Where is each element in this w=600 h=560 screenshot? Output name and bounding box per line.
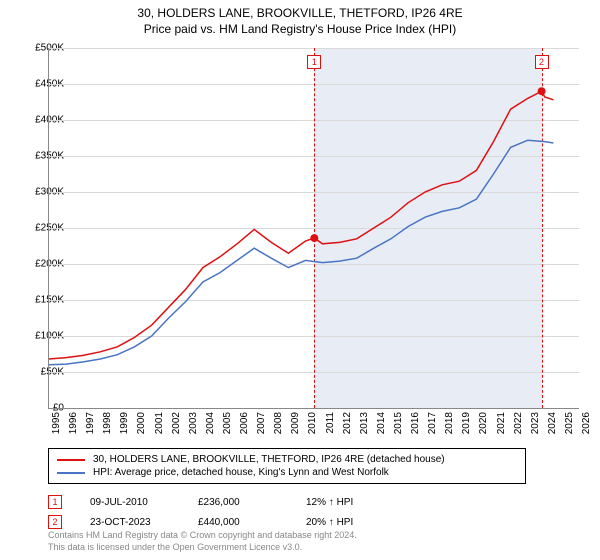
footer-line2: This data is licensed under the Open Gov… xyxy=(48,542,357,554)
x-tick-label: 2024 xyxy=(547,412,558,434)
x-tick-label: 2001 xyxy=(154,412,165,434)
x-tick-label: 2022 xyxy=(513,412,524,434)
x-tick-label: 2025 xyxy=(564,412,575,434)
event-marker-box: 2 xyxy=(535,55,549,69)
chart-title: 30, HOLDERS LANE, BROOKVILLE, THETFORD, … xyxy=(0,6,600,20)
line-series xyxy=(49,48,579,408)
x-tick-label: 2019 xyxy=(461,412,472,434)
event-date: 23-OCT-2023 xyxy=(90,517,170,528)
legend-swatch xyxy=(57,459,85,461)
event-marker-inline: 1 xyxy=(48,495,62,509)
series-hpi xyxy=(49,140,553,365)
chart-subtitle: Price paid vs. HM Land Registry's House … xyxy=(0,22,600,36)
x-tick-label: 2009 xyxy=(290,412,301,434)
x-tick-label: 2003 xyxy=(188,412,199,434)
legend-item: 30, HOLDERS LANE, BROOKVILLE, THETFORD, … xyxy=(57,453,517,466)
event-pct: 12% ↑ HPI xyxy=(306,497,386,508)
event-marker-inline: 2 xyxy=(48,515,62,529)
x-tick-label: 2010 xyxy=(307,412,318,434)
x-tick-label: 2016 xyxy=(410,412,421,434)
legend-label: HPI: Average price, detached house, King… xyxy=(93,467,389,478)
x-tick-label: 2012 xyxy=(342,412,353,434)
event-price: £440,000 xyxy=(198,517,278,528)
x-tick-label: 1996 xyxy=(68,412,79,434)
x-tick-label: 2020 xyxy=(478,412,489,434)
event-row: 2 23-OCT-2023 £440,000 20% ↑ HPI xyxy=(48,512,568,532)
event-pct: 20% ↑ HPI xyxy=(306,517,386,528)
event-dot xyxy=(538,87,546,95)
footer-attribution: Contains HM Land Registry data © Crown c… xyxy=(48,530,357,553)
x-tick-label: 2015 xyxy=(393,412,404,434)
legend-label: 30, HOLDERS LANE, BROOKVILLE, THETFORD, … xyxy=(93,454,445,465)
event-row: 1 09-JUL-2010 £236,000 12% ↑ HPI xyxy=(48,492,568,512)
x-tick-label: 1995 xyxy=(51,412,62,434)
x-tick-label: 2002 xyxy=(171,412,182,434)
x-tick-label: 2008 xyxy=(273,412,284,434)
x-tick-label: 2021 xyxy=(496,412,507,434)
x-tick-label: 2000 xyxy=(136,412,147,434)
x-tick-label: 2006 xyxy=(239,412,250,434)
legend: 30, HOLDERS LANE, BROOKVILLE, THETFORD, … xyxy=(48,448,526,484)
title-block: 30, HOLDERS LANE, BROOKVILLE, THETFORD, … xyxy=(0,0,600,36)
series-price_paid xyxy=(49,91,553,359)
x-tick-label: 2011 xyxy=(325,412,336,434)
x-tick-label: 2004 xyxy=(205,412,216,434)
plot-area: 12 xyxy=(48,48,579,409)
x-tick-label: 1997 xyxy=(85,412,96,434)
chart-container: 30, HOLDERS LANE, BROOKVILLE, THETFORD, … xyxy=(0,0,600,560)
event-date: 09-JUL-2010 xyxy=(90,497,170,508)
x-tick-label: 2014 xyxy=(376,412,387,434)
x-tick-label: 2023 xyxy=(530,412,541,434)
event-dot xyxy=(310,234,318,242)
x-tick-label: 2018 xyxy=(444,412,455,434)
events-table: 1 09-JUL-2010 £236,000 12% ↑ HPI 2 23-OCT-202… xyxy=(48,492,568,532)
event-price: £236,000 xyxy=(198,497,278,508)
x-tick-label: 2007 xyxy=(256,412,267,434)
x-tick-label: 2026 xyxy=(581,412,592,434)
x-tick-label: 2013 xyxy=(359,412,370,434)
legend-swatch xyxy=(57,472,85,474)
x-tick-label: 2005 xyxy=(222,412,233,434)
x-tick-label: 1999 xyxy=(119,412,130,434)
event-marker-box: 1 xyxy=(307,55,321,69)
legend-item: HPI: Average price, detached house, King… xyxy=(57,466,517,479)
x-tick-label: 1998 xyxy=(102,412,113,434)
x-tick-label: 2017 xyxy=(427,412,438,434)
footer-line1: Contains HM Land Registry data © Crown c… xyxy=(48,530,357,542)
